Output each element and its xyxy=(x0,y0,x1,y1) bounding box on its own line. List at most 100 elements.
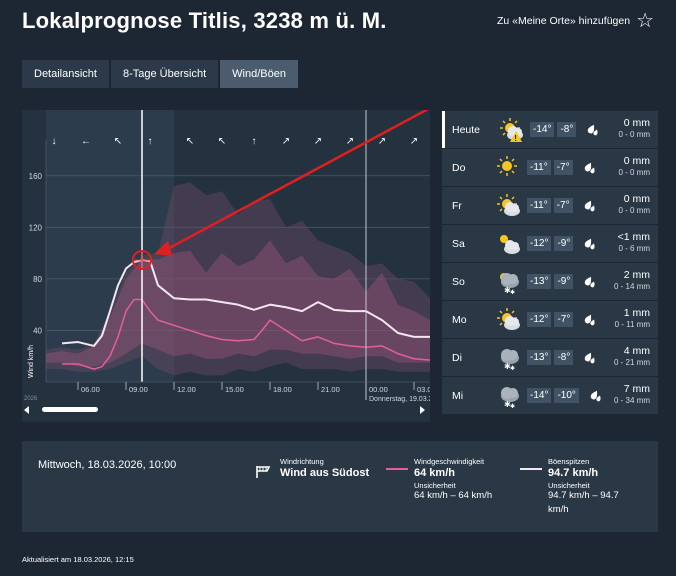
date-marker-label: Donnerstag, 19.03.2026 xyxy=(369,396,430,403)
forecast-precip-range: 0 - 14 mm xyxy=(613,282,650,291)
x-tick-label: 03.00 xyxy=(417,385,430,394)
tab-detailansicht[interactable]: Detailansicht xyxy=(22,60,109,88)
forecast-temp-min: -14° xyxy=(527,388,552,403)
gust-uncertainty-value-line2: km/h xyxy=(548,504,569,515)
wind-direction-arrow-icon: ↑ xyxy=(252,136,257,147)
x-tick-label: 15.00 xyxy=(225,385,244,394)
wind-speed-label: Windgeschwindigkeit xyxy=(414,457,485,466)
forecast-precip-amount: 7 mm xyxy=(623,383,650,395)
annotation-arrow-head-icon xyxy=(154,240,172,256)
forecast-row-so[interactable]: So ✱ ✱ -13° -9° 2 mm 0 - 14 mm xyxy=(442,263,658,300)
sun-icon xyxy=(496,155,522,181)
forecast-temp-max: -8° xyxy=(554,350,574,365)
precipitation-drops-icon xyxy=(588,389,602,403)
y-tick-label: 120 xyxy=(29,223,43,232)
x-tick-label: 09.00 xyxy=(129,385,148,394)
forecast-temp-max: -8° xyxy=(557,122,577,137)
wind-chart[interactable]: 40 80 120 160 Wind km/h ↓ ← ↖ ↑ ↖ ↖ ↑ ↗ ↗ ↗ ↗ ↗ 06.00 09.0… xyxy=(22,106,444,422)
forecast-row-sa[interactable]: Sa -12° -9° <1 mm 0 - 6 mm xyxy=(442,225,658,262)
wind-speed-uncertainty-value: 64 km/h – 64 km/h xyxy=(414,490,493,501)
selected-datetime: Mittwoch, 18.03.2026, 10:00 xyxy=(38,459,177,471)
precipitation-drops-icon xyxy=(582,351,596,365)
wind-direction-arrow-icon: ↓ xyxy=(52,136,57,147)
add-favorite-button[interactable]: Zu «Meine Orte» hinzufügen ☆ xyxy=(496,10,654,32)
info-panel: Mittwoch, 18.03.2026, 10:00 Windrichtung… xyxy=(22,441,658,532)
forecast-precip-range: 0 - 0 mm xyxy=(618,130,650,139)
forecast-row-mo[interactable]: Mo -12° -7° 1 mm 0 - 11 mm xyxy=(442,301,658,338)
forecast-temp-min: -11° xyxy=(527,160,551,175)
forecast-row-fr[interactable]: Fr -11° -7° 0 mm 0 - 0 mm xyxy=(442,187,658,224)
forecast-temp-min: -12° xyxy=(527,236,552,251)
star-outline-icon: ☆ xyxy=(636,10,654,32)
x-tick-label: 00.00 xyxy=(369,385,388,394)
gust-uncertainty-label: Unsicherheit xyxy=(548,481,590,490)
forecast-temp-max: -9° xyxy=(554,274,574,289)
annotation-arrow-line xyxy=(161,106,431,254)
forecast-row-do[interactable]: Do -11° -7° 0 mm 0 - 0 mm xyxy=(442,149,658,186)
forecast-precip-amount: 0 mm xyxy=(623,117,650,129)
forecast-precip-amount: 1 mm xyxy=(623,307,650,319)
precipitation-drops-icon xyxy=(582,199,596,213)
gust-uncertainty-value: 94.7 km/h – 94.7 km/h xyxy=(548,489,619,517)
forecast-day: Sa xyxy=(452,237,465,250)
tab-wind-boeen[interactable]: Wind/Böen xyxy=(220,60,298,88)
forecast-row-mi[interactable]: Mi ✱ ✱ -14° -10° 7 mm 0 - 34 mm xyxy=(442,377,658,414)
forecast-row-di[interactable]: Di ✱ ✱ -13° -8° 4 mm 0 - 21 mm xyxy=(442,339,658,376)
forecast-temp-min: -11° xyxy=(527,198,551,213)
wind-direction-arrow-icon: ↗ xyxy=(410,136,418,147)
svg-text:✱: ✱ xyxy=(510,289,515,295)
scrollbar-thumb xyxy=(42,407,98,412)
cloud-snow-icon: ✱ ✱ xyxy=(496,345,522,372)
forecast-precip-amount: 0 mm xyxy=(623,155,650,167)
last-updated: Aktualisiert am 18.03.2026, 12:15 xyxy=(22,555,134,564)
scroll-left-arrow-icon xyxy=(24,406,29,414)
sun-cloud-icon xyxy=(496,193,522,219)
wind-direction-arrow-icon: ← xyxy=(81,136,91,147)
wind-speed-legend-line xyxy=(386,468,408,470)
precipitation-drops-icon xyxy=(582,237,596,251)
wind-direction-label: Windrichtung xyxy=(280,457,324,466)
forecast-temp-max: -10° xyxy=(554,388,579,403)
tab-8-tage-uebersicht[interactable]: 8-Tage Übersicht xyxy=(110,60,219,88)
x-tick-label: 21.00 xyxy=(321,385,340,394)
precipitation-drops-icon xyxy=(585,123,599,137)
forecast-precip-amount: <1 mm xyxy=(617,231,650,243)
y-tick-label: 80 xyxy=(33,275,42,284)
precipitation-drops-icon xyxy=(582,161,596,175)
add-favorite-label: Zu «Meine Orte» hinzufügen xyxy=(496,15,631,27)
wind-direction-arrow-icon: ↗ xyxy=(378,136,386,147)
forecast-day: Do xyxy=(452,161,466,174)
wind-direction-value: Wind aus Südost xyxy=(280,467,370,479)
precipitation-drops-icon xyxy=(582,313,596,327)
forecast-precip-range: 0 - 0 mm xyxy=(618,206,650,215)
forecast-precip-amount: 2 mm xyxy=(623,269,650,281)
forecast-temp-max: -9° xyxy=(554,236,574,251)
wind-chart-svg: 40 80 120 160 Wind km/h ↓ ← ↖ ↑ ↖ ↖ ↑ ↗ ↗ ↗ ↗ ↗ 06.00 09.0… xyxy=(24,106,444,414)
svg-text:✱: ✱ xyxy=(510,365,515,371)
forecast-temp-max: -7° xyxy=(553,160,573,175)
svg-text:✱: ✱ xyxy=(510,403,515,409)
forecast-day: Heute xyxy=(452,123,481,136)
forecast-precip-range: 0 - 21 mm xyxy=(613,358,650,367)
forecast-temp-min: -13° xyxy=(527,274,552,289)
wind-direction-arrow-icon: ↖ xyxy=(186,136,194,147)
gust-line xyxy=(61,258,430,347)
forecast-precip-range: 0 - 0 mm xyxy=(618,168,650,177)
sun-cloud-warning-icon: ! xyxy=(499,117,525,143)
wind-direction-arrow-icon: ↗ xyxy=(314,136,322,147)
forecast-temp-min: -13° xyxy=(527,350,552,365)
page-title: Lokalprognose Titlis, 3238 m ü. M. xyxy=(22,8,387,33)
wind-direction-arrow-icon: ↖ xyxy=(218,136,226,147)
forecast-precip-amount: 4 mm xyxy=(623,345,650,357)
y-axis-label: Wind km/h xyxy=(28,345,35,378)
wind-direction-arrow-icon: ↗ xyxy=(282,136,290,147)
y-tick-label: 40 xyxy=(33,326,42,335)
forecast-day: So xyxy=(452,275,465,288)
forecast-row-heute[interactable]: Heute! -14° -8° 0 mm 0 - 0 mm xyxy=(442,111,658,148)
wind-speed-line xyxy=(62,298,431,370)
precipitation-drops-icon xyxy=(582,275,596,289)
cloud-sun-icon xyxy=(496,231,522,257)
past-period-shade xyxy=(46,110,174,382)
svg-text:✱: ✱ xyxy=(504,286,511,295)
wind-direction-arrow-icon: ↑ xyxy=(148,136,153,147)
